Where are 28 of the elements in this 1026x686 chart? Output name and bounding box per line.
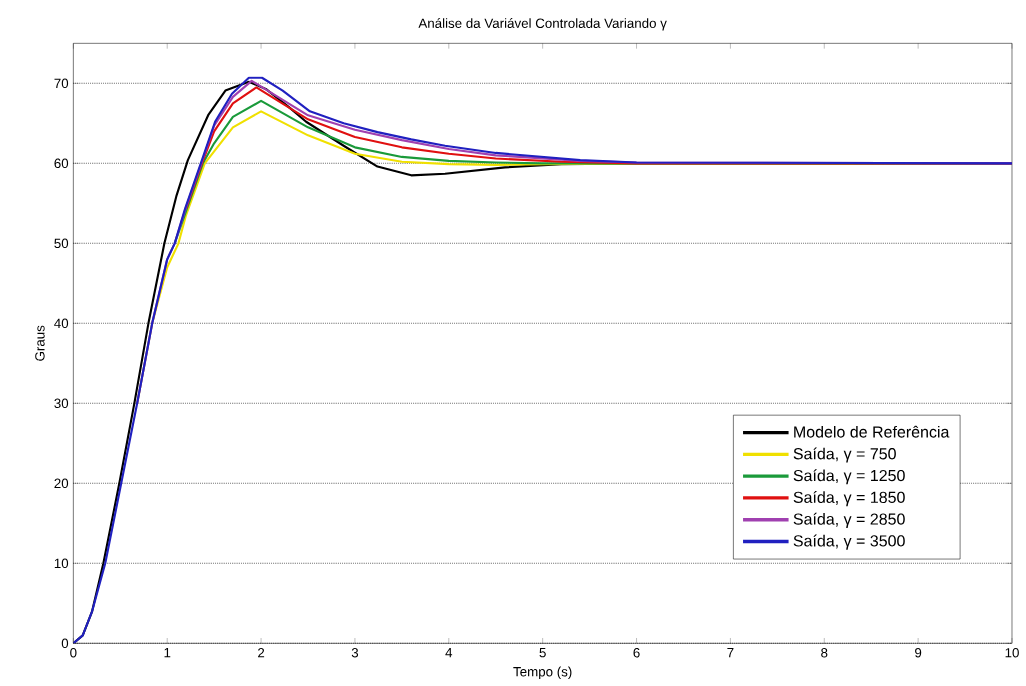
y-tick-label: 50 [54, 238, 69, 249]
x-tick-label: 9 [915, 648, 922, 658]
legend-label: Saída, γ = 1250 [793, 469, 905, 485]
legend-label: Saída, γ = 750 [793, 447, 896, 463]
x-tick-label: 4 [445, 648, 453, 658]
x-tick-label: 8 [821, 648, 828, 658]
y-tick-label: 70 [54, 78, 69, 89]
y-tick-label: 60 [54, 158, 69, 169]
chart-title: Análise da Variável Controlada Variando γ [418, 18, 667, 31]
y-tick-label: 30 [54, 398, 69, 409]
x-tick-label: 6 [633, 648, 640, 658]
y-tick-label: 40 [54, 318, 69, 329]
x-axis-title: Tempo (s) [513, 666, 572, 680]
x-tick-label: 5 [539, 648, 546, 658]
legend-label: Saída, γ = 1850 [793, 491, 905, 507]
x-tick-label: 3 [351, 648, 359, 658]
legend-label: Saída, γ = 3500 [793, 534, 905, 550]
y-tick-label: 0 [61, 638, 69, 649]
legend-label: Modelo de Referência [794, 425, 950, 438]
y-tick-label: 20 [54, 478, 69, 489]
x-tick-label: 10 [1005, 648, 1019, 658]
x-tick-label: 2 [258, 648, 265, 658]
y-axis-title: Graus [35, 325, 45, 361]
x-tick-label: 7 [727, 648, 734, 658]
x-tick-label: 1 [164, 648, 171, 658]
x-tick-label: 0 [70, 648, 77, 658]
legend-label: Saída, γ = 2850 [793, 512, 905, 528]
y-tick-label: 10 [54, 558, 69, 569]
